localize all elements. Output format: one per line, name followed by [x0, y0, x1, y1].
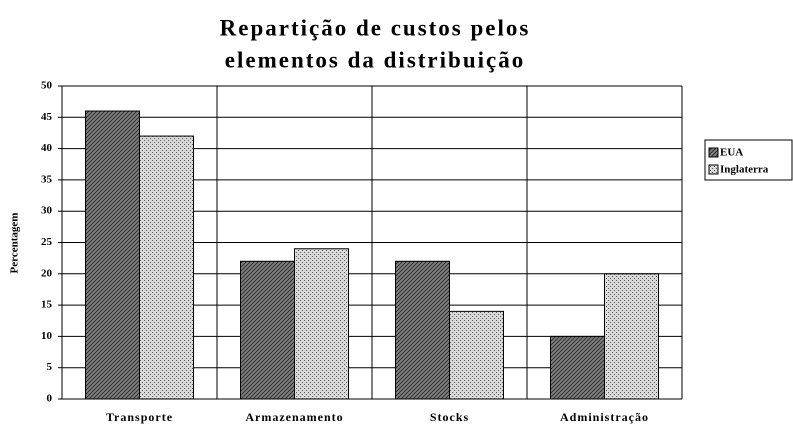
- legend-box: [704, 139, 793, 181]
- legend-swatch: [708, 164, 719, 175]
- y-tick-label: 15: [41, 299, 53, 311]
- chart-title: elementos da distribuição: [225, 47, 525, 72]
- y-tick-label: 35: [41, 173, 53, 185]
- bar: [85, 110, 140, 400]
- y-tick-label: 25: [41, 236, 53, 248]
- bar: [449, 310, 504, 400]
- bar: [139, 135, 194, 400]
- y-tick-label: 30: [41, 205, 53, 217]
- y-tick-label: 0: [47, 393, 53, 405]
- chart-title: Repartição de custos pelos: [220, 15, 531, 40]
- x-tick-label: Armazenamento: [245, 410, 343, 424]
- y-axis-label: Percentagem: [9, 213, 21, 274]
- bar: [395, 260, 450, 400]
- bar: [294, 248, 349, 400]
- bar: [604, 273, 659, 400]
- bar: [240, 260, 295, 400]
- legend-swatch: [708, 147, 719, 158]
- y-tick-label: 50: [41, 80, 53, 92]
- y-tick-label: 10: [41, 330, 53, 342]
- legend-label: Inglaterra: [720, 164, 769, 176]
- x-tick-label: Transporte: [106, 410, 173, 424]
- y-tick-label: 45: [41, 111, 53, 123]
- legend-label: EUA: [720, 147, 743, 159]
- x-tick-label: Administração: [560, 410, 649, 424]
- bar: [550, 335, 605, 400]
- y-tick-label: 5: [47, 361, 53, 373]
- y-tick-label: 20: [41, 267, 53, 279]
- y-tick-label: 40: [41, 142, 53, 154]
- x-tick-label: Stocks: [430, 410, 469, 424]
